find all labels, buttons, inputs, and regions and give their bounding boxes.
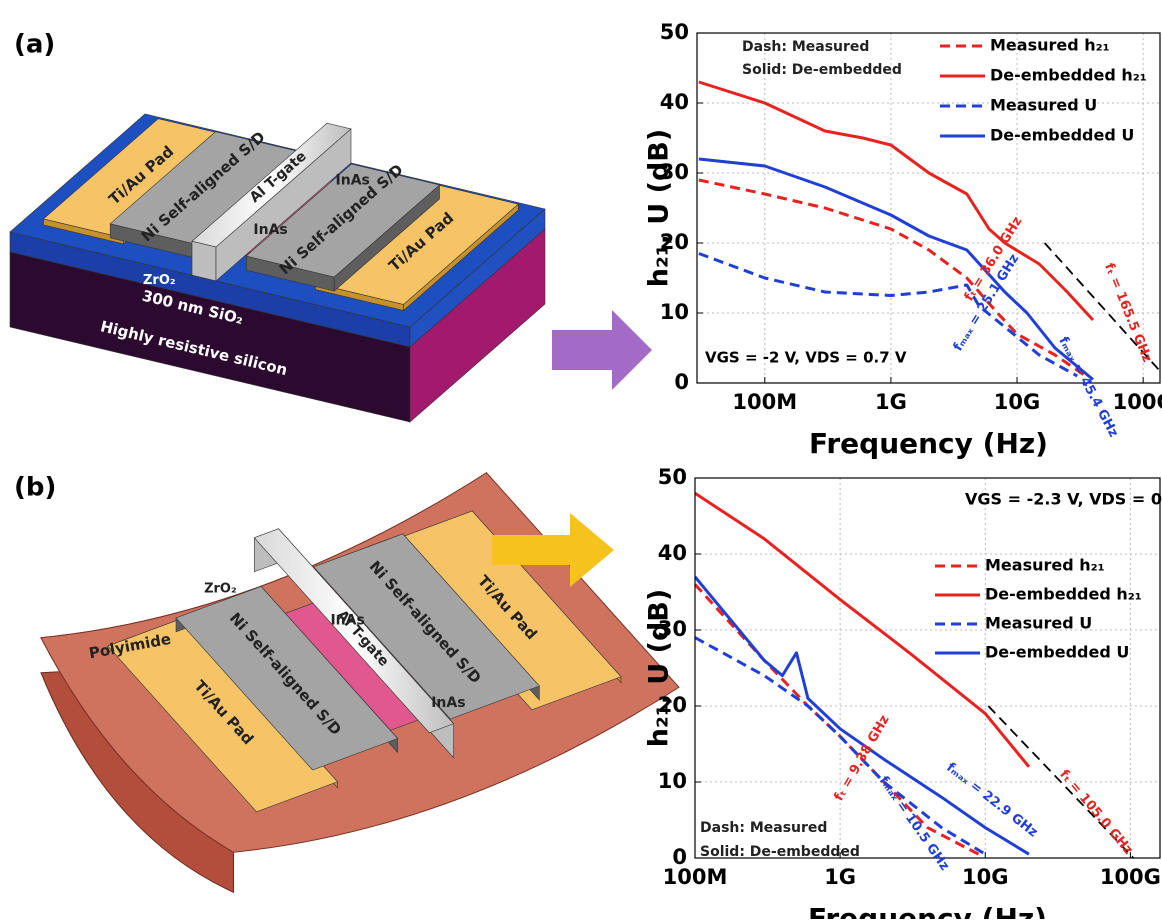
x-axis-label: Frequency (Hz) bbox=[808, 902, 1047, 919]
device-label: InAs bbox=[336, 172, 370, 188]
y-tick-label: 40 bbox=[660, 90, 689, 114]
x-tick-label: 1G bbox=[875, 390, 907, 414]
legend-label: Measured h₂₁ bbox=[990, 36, 1110, 55]
arrow bbox=[552, 310, 652, 390]
legend-label: De-embedded h₂₁ bbox=[990, 66, 1147, 85]
annotation: Dash: Measured bbox=[700, 820, 827, 836]
x-tick-label: 10G bbox=[994, 390, 1040, 414]
y-tick-label: 10 bbox=[658, 769, 687, 793]
y-tick-label: 10 bbox=[660, 300, 689, 324]
x-tick-label: 100G bbox=[1113, 390, 1162, 414]
x-tick-label: 100M bbox=[663, 865, 728, 889]
device-label: ZrO₂ bbox=[204, 582, 237, 597]
device-label: InAs bbox=[253, 222, 287, 238]
annotation: Dash: Measured bbox=[742, 39, 869, 55]
device-label: InAs bbox=[431, 695, 465, 711]
annotation: Solid: De-embedded bbox=[742, 62, 902, 78]
x-tick-label: 100M bbox=[732, 390, 797, 414]
x-axis-label: Frequency (Hz) bbox=[809, 427, 1048, 460]
x-tick-label: 100G bbox=[1100, 865, 1161, 889]
plot-area bbox=[697, 33, 1160, 383]
legend-label: De-embedded h₂₁ bbox=[985, 585, 1142, 604]
device-label: ZrO₂ bbox=[143, 273, 176, 288]
gate bbox=[192, 241, 216, 281]
panel-label: (b) bbox=[14, 473, 56, 503]
x-tick-label: 10G bbox=[962, 865, 1008, 889]
y-tick-label: 50 bbox=[660, 20, 689, 44]
annotation: VGS = -2 V, VDS = 0.7 V bbox=[705, 349, 907, 367]
y-tick-label: 0 bbox=[674, 370, 689, 394]
device-label: InAs bbox=[330, 613, 364, 629]
y-tick-label: 50 bbox=[658, 465, 687, 489]
legend-label: Measured U bbox=[985, 614, 1092, 633]
y-axis-label: h₂₁, U (dB) bbox=[644, 129, 675, 287]
legend-label: Measured h₂₁ bbox=[985, 556, 1105, 575]
legend-label: De-embedded U bbox=[985, 643, 1129, 662]
x-tick-label: 1G bbox=[824, 865, 856, 889]
panel-label: (a) bbox=[14, 30, 55, 60]
y-tick-label: 40 bbox=[658, 541, 687, 565]
annotation: VGS = -2.3 V, VDS = 0.6 V bbox=[965, 490, 1162, 509]
legend-label: Measured U bbox=[990, 96, 1097, 115]
legend-label: De-embedded U bbox=[990, 126, 1134, 145]
y-axis-label: h₂₁, U (dB) bbox=[644, 589, 675, 747]
annotation: Solid: De-embedded bbox=[700, 844, 860, 860]
